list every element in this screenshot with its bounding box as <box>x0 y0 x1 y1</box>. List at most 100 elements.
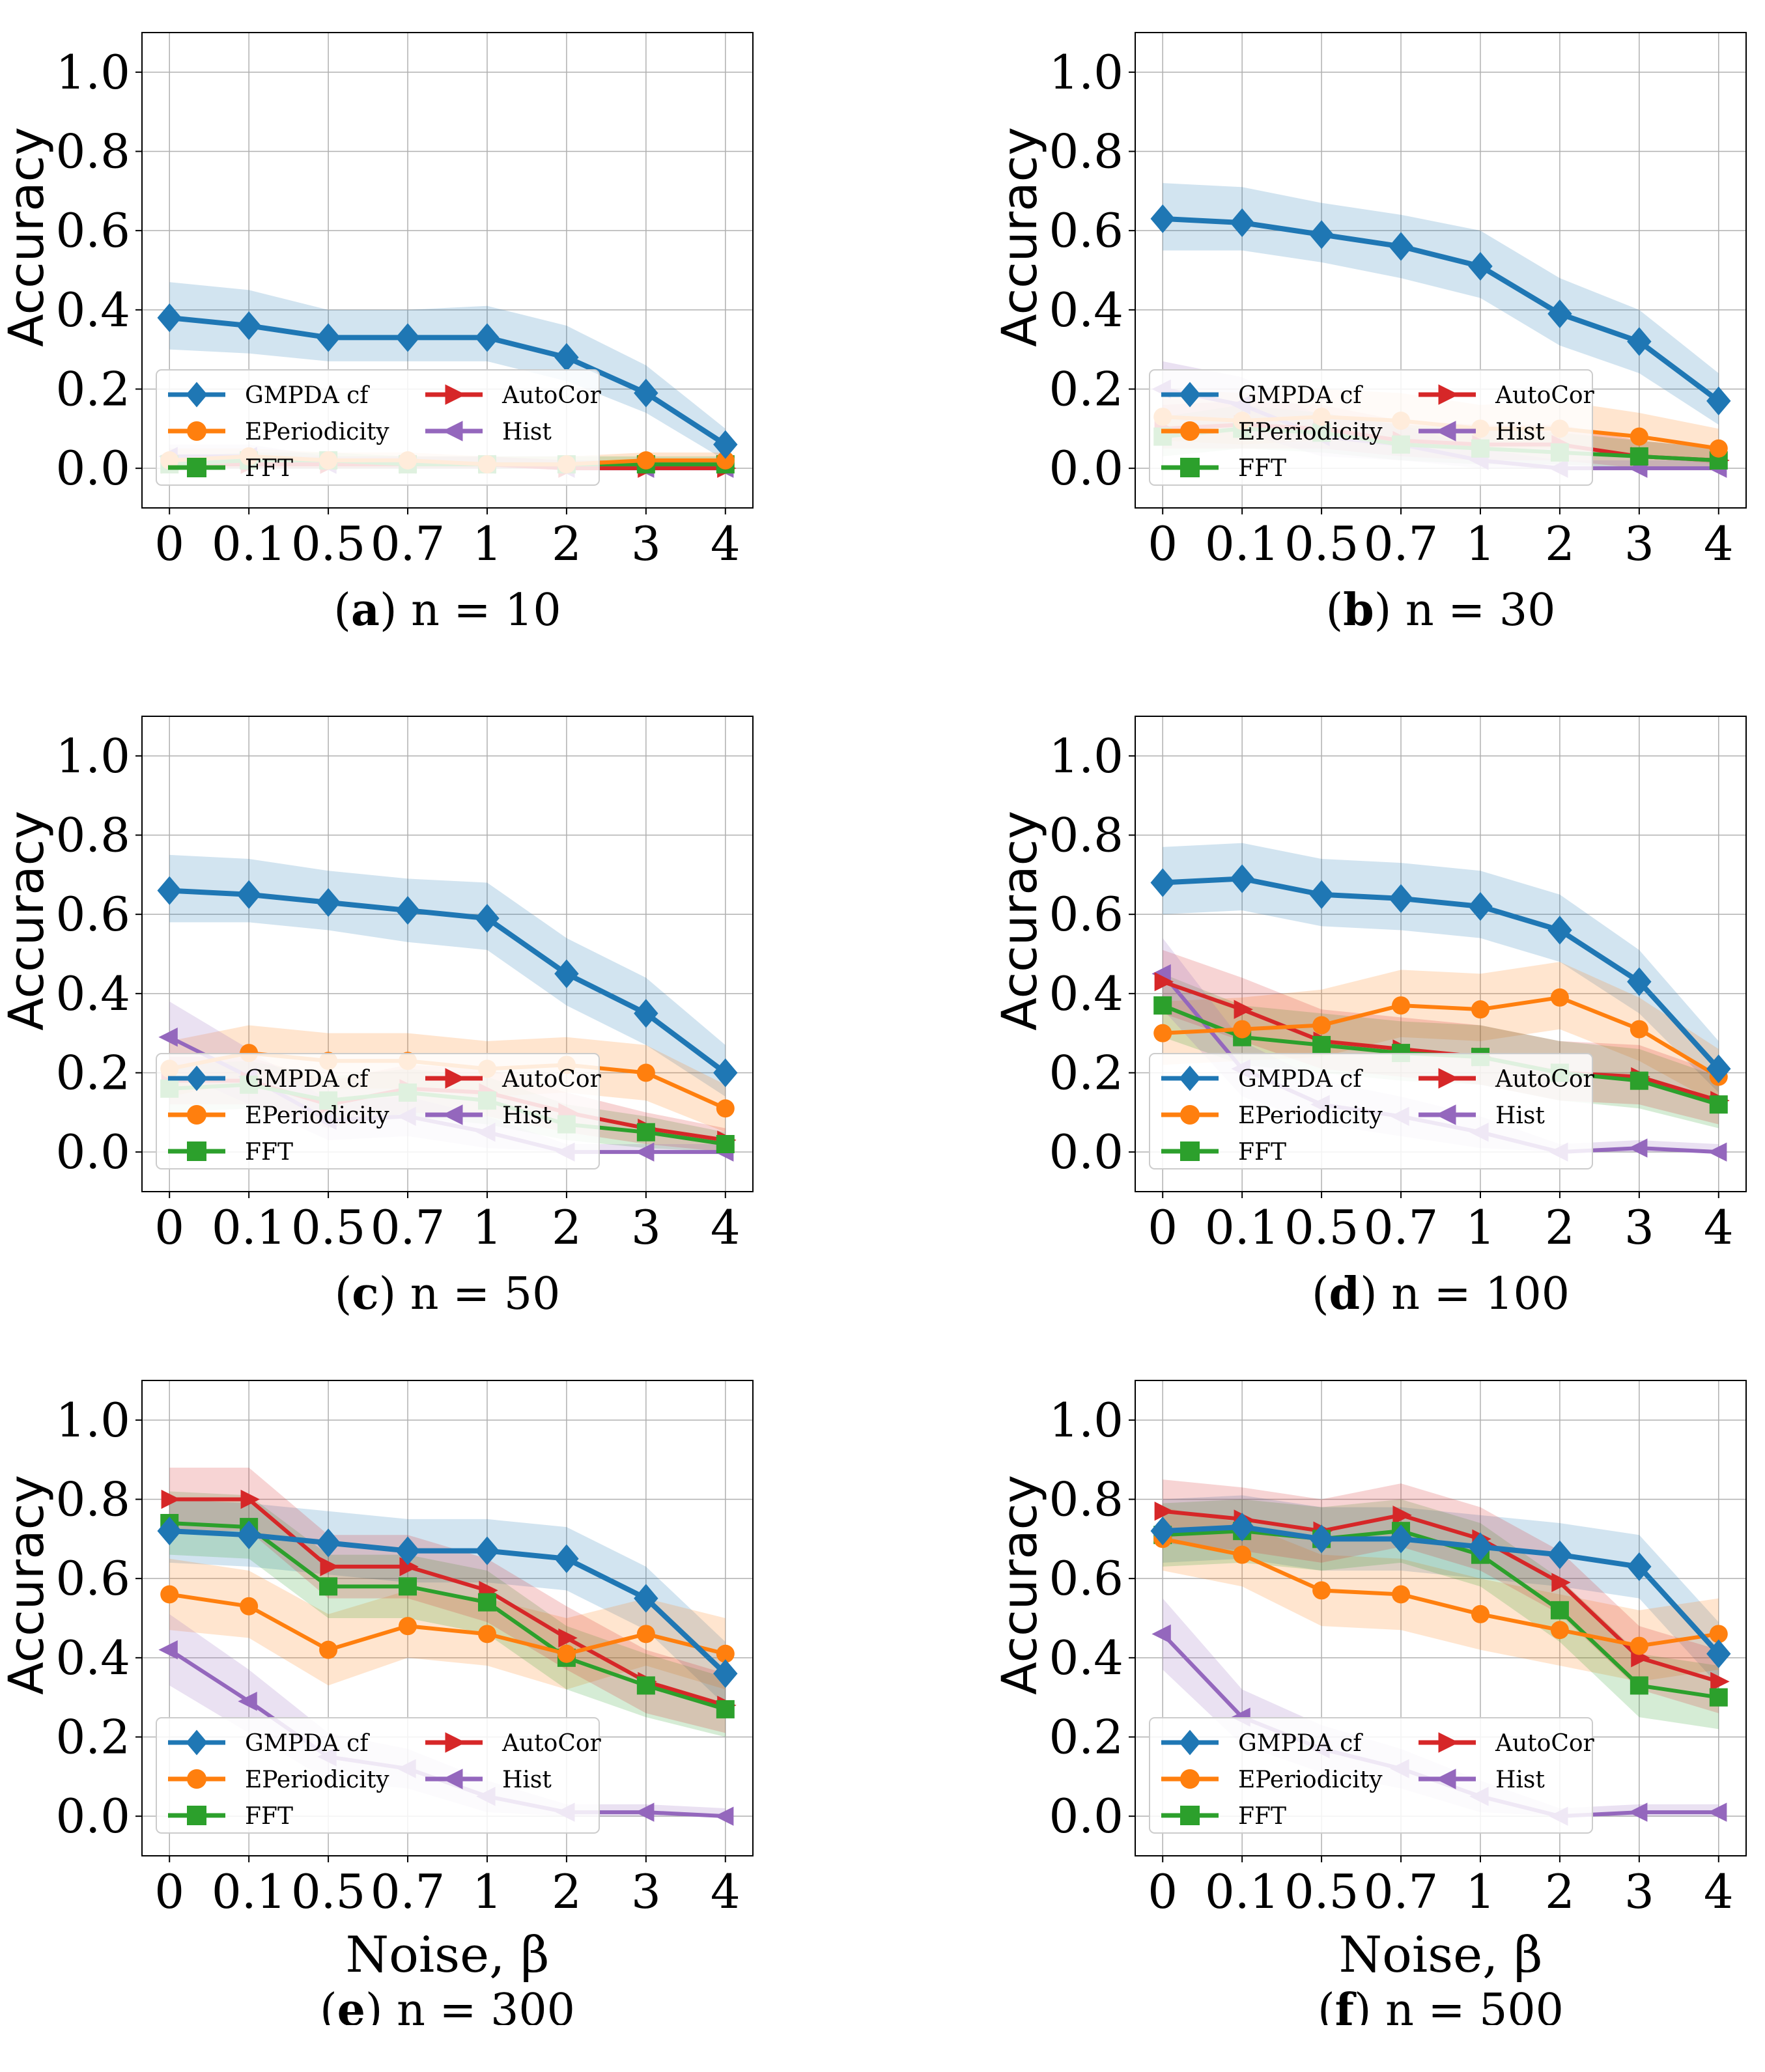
band-eperiodicity <box>1163 1507 1719 1682</box>
line-eperiodicity <box>1162 1537 1719 1648</box>
band-fft <box>169 1491 726 1737</box>
y-tick-label: 0.0 <box>1049 441 1123 496</box>
chart-panel-d: 0.0 0.2 0.4 0.6 0.8 1.0 0 0.1 0.5 0.7 1 2 3 4 Accuracy… <box>993 684 1765 1361</box>
legend-item-gmpda-cf: GMPDA cf <box>1161 1729 1363 1757</box>
y-tick-label: 1.0 <box>1049 729 1123 783</box>
legend-label: Hist <box>502 1767 552 1793</box>
legend-item-eperiodicity: EPeriodicity <box>1161 1102 1383 1129</box>
y-tick-label: 0.8 <box>1049 808 1123 863</box>
y-tick-label: 0.8 <box>1049 1472 1123 1527</box>
caption-text: ) n = 10 <box>380 585 561 636</box>
y-tick-label: 0.4 <box>1049 1631 1123 1685</box>
chart-svg: 0.0 0.2 0.4 0.6 0.8 1.0 0 0.1 0.5 0.7 1 2 3 4 Accuracy… <box>0 716 754 1320</box>
legend-item-hist: Hist <box>425 1102 552 1129</box>
series-gmpda-cf <box>157 303 738 459</box>
point-eperiodicity <box>1392 996 1411 1015</box>
point-gmpda-cf <box>1230 1512 1254 1542</box>
y-tick-label: 0.8 <box>1049 124 1123 179</box>
legend-marker <box>1180 421 1200 441</box>
point-autocor <box>240 1489 260 1509</box>
legend-label: EPeriodicity <box>1238 419 1383 445</box>
y-axis-label: Accuracy <box>0 1475 55 1695</box>
legend-marker <box>1180 1769 1200 1789</box>
panel-caption: (e) n = 300 <box>320 1984 575 2025</box>
point-eperiodicity <box>1550 1621 1569 1640</box>
legend-item-hist: Hist <box>425 419 552 445</box>
y-tick-label: 0.4 <box>1049 966 1123 1021</box>
point-gmpda-cf <box>236 1520 261 1550</box>
x-tick-label: 0.7 <box>371 1864 445 1919</box>
point-gmpda-cf <box>236 311 261 341</box>
legend-item-autocor: AutoCor <box>1419 382 1595 409</box>
band-gmpda-cf <box>1163 183 1719 425</box>
x-tick-label: 4 <box>711 1200 741 1255</box>
legend-label: Hist <box>1495 1767 1545 1793</box>
point-eperiodicity <box>1312 1581 1331 1600</box>
band-eperiodicity <box>169 1558 726 1690</box>
point-eperiodicity <box>1550 988 1569 1007</box>
series-gmpda-cf <box>1150 1512 1731 1668</box>
point-eperiodicity <box>636 451 655 469</box>
caption-paren-open: ( <box>320 1985 337 2025</box>
caption-label: f <box>1335 1984 1357 2025</box>
legend-item-hist: Hist <box>1419 1767 1545 1793</box>
chart-panel-e: 0.0 0.2 0.4 0.6 0.8 1.0 0 0.1 0.5 0.7 1 2 3 4 Accuracy… <box>0 1348 882 2025</box>
x-tick-label: 0.7 <box>371 516 445 571</box>
caption-label: e <box>337 1984 365 2025</box>
point-gmpda-cf <box>1468 891 1493 921</box>
legend-label: AutoCor <box>501 1730 602 1757</box>
point-gmpda-cf <box>1389 1524 1413 1554</box>
x-tick-label: 0 <box>1148 1864 1178 1919</box>
y-axis-label: Accuracy <box>993 811 1048 1031</box>
point-gmpda-cf <box>316 888 341 917</box>
legend-marker <box>187 1141 206 1161</box>
legend: GMPDA cf EPeriodicity FFT AutoCor Hist <box>1149 369 1595 486</box>
legend-label: GMPDA cf <box>245 1066 370 1093</box>
x-tick-label: 1 <box>472 1200 502 1255</box>
band-gmpda-cf <box>1163 1495 1719 1686</box>
legend-marker <box>187 458 206 477</box>
legend-item-eperiodicity: EPeriodicity <box>168 1767 389 1793</box>
legend-marker <box>445 1068 466 1089</box>
x-tick-label: 0 <box>1148 516 1178 571</box>
chart-panel-f: 0.0 0.2 0.4 0.6 0.8 1.0 0 0.1 0.5 0.7 1 2 3 4 Accuracy… <box>993 1348 1765 2025</box>
y-tick-label: 1.0 <box>1049 1393 1123 1448</box>
band-gmpda-cf <box>169 282 726 460</box>
point-eperiodicity <box>716 451 735 469</box>
x-tick-label: 0.5 <box>291 516 366 571</box>
point-eperiodicity <box>716 1644 735 1663</box>
line-autocor <box>169 1497 726 1707</box>
point-gmpda-cf <box>316 1528 341 1558</box>
point-fft <box>636 1676 655 1695</box>
y-tick-label: 0.0 <box>1049 1789 1123 1843</box>
point-gmpda-cf <box>157 876 182 905</box>
legend-label: FFT <box>245 1139 293 1166</box>
x-tick-label: 0 <box>154 1200 184 1255</box>
x-tick-label: 0.7 <box>1364 1200 1439 1255</box>
x-tick-label: 3 <box>631 1864 661 1919</box>
legend-label: Hist <box>1495 419 1545 445</box>
legend-item-fft: FFT <box>168 455 293 482</box>
caption-label: d <box>1329 1268 1361 1320</box>
band-gmpda-cf <box>1163 843 1719 1093</box>
point-eperiodicity <box>1233 1020 1252 1039</box>
point-gmpda-cf <box>1627 967 1652 996</box>
legend-label: EPeriodicity <box>245 1767 389 1793</box>
point-eperiodicity <box>636 1625 655 1644</box>
axes-frame <box>141 32 754 509</box>
line-gmpda-cf <box>1163 216 1721 403</box>
point-autocor <box>1392 1505 1412 1525</box>
legend-label: AutoCor <box>501 1066 602 1093</box>
caption-text: ) n = 300 <box>365 1985 575 2025</box>
legend-marker <box>187 1806 206 1825</box>
y-axis-label: Accuracy <box>993 127 1048 347</box>
legend-box <box>1149 1053 1593 1169</box>
y-tick-label: 0.6 <box>1049 203 1123 258</box>
caption-paren-open: ( <box>1312 1268 1329 1320</box>
legend-marker <box>1180 458 1200 477</box>
point-eperiodicity <box>716 1099 735 1118</box>
x-tick-label: 0 <box>154 1864 184 1919</box>
point-gmpda-cf <box>1230 864 1254 893</box>
legend-item-autocor: AutoCor <box>425 382 602 409</box>
x-tick-label: 2 <box>1545 516 1575 571</box>
